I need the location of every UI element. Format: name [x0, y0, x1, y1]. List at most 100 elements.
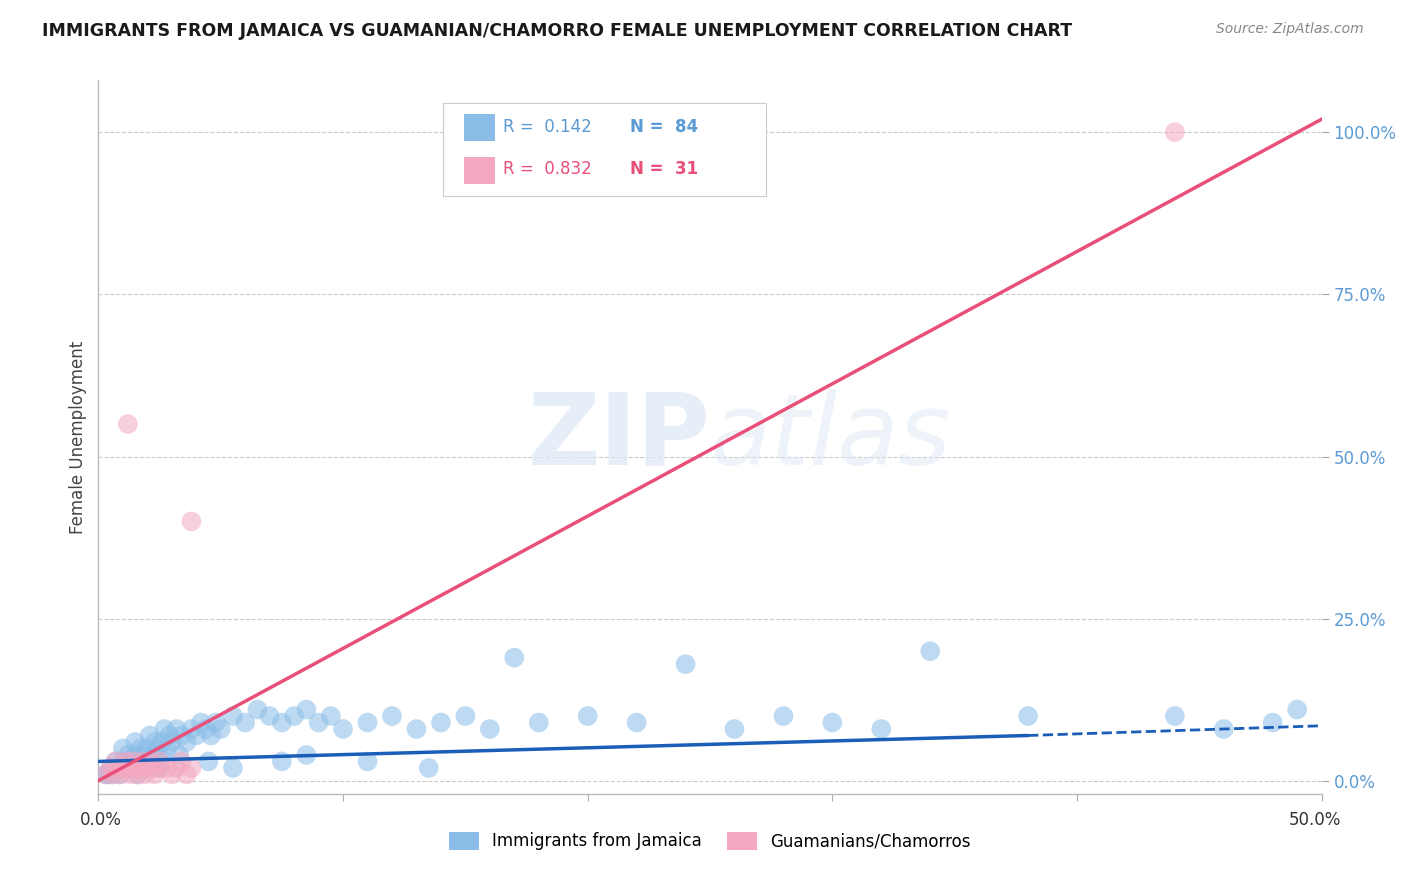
Point	[94, 767, 117, 781]
Point	[821, 715, 844, 730]
Point	[139, 755, 162, 769]
Point	[1261, 715, 1284, 730]
Point	[107, 761, 129, 775]
Point	[153, 722, 176, 736]
Point	[200, 729, 222, 743]
Point	[149, 761, 172, 775]
Point	[114, 755, 136, 769]
Point	[117, 417, 139, 431]
Point	[136, 761, 159, 775]
Point	[100, 761, 122, 775]
Point	[111, 761, 134, 775]
Point	[143, 767, 166, 781]
Point	[205, 715, 228, 730]
Point	[101, 767, 124, 781]
Point	[478, 722, 501, 736]
Point	[170, 729, 193, 743]
Point	[381, 709, 404, 723]
Point	[146, 741, 169, 756]
Point	[121, 761, 143, 775]
Point	[356, 755, 378, 769]
Point	[626, 715, 648, 730]
Point	[259, 709, 281, 723]
Point	[131, 755, 153, 769]
Text: N =  84: N = 84	[630, 118, 697, 136]
Point	[101, 767, 124, 781]
Point	[527, 715, 550, 730]
Point	[197, 755, 219, 769]
Point	[110, 767, 132, 781]
Point	[870, 722, 893, 736]
Point	[430, 715, 453, 730]
Point	[127, 767, 149, 781]
Point	[134, 767, 156, 781]
Point	[114, 761, 136, 775]
Point	[120, 761, 142, 775]
Point	[157, 729, 180, 743]
Point	[111, 755, 134, 769]
Point	[222, 761, 245, 775]
Point	[139, 729, 162, 743]
Point	[167, 747, 190, 762]
Point	[170, 755, 193, 769]
Point	[120, 767, 142, 781]
Point	[1164, 709, 1187, 723]
Point	[150, 735, 173, 749]
Point	[141, 747, 163, 762]
Point	[166, 722, 188, 736]
Point	[110, 767, 132, 781]
Text: N =  31: N = 31	[630, 161, 697, 178]
Y-axis label: Female Unemployment: Female Unemployment	[69, 341, 87, 533]
Point	[129, 761, 152, 775]
Point	[332, 722, 354, 736]
Point	[270, 755, 294, 769]
Text: Source: ZipAtlas.com: Source: ZipAtlas.com	[1216, 22, 1364, 37]
Text: R =  0.142: R = 0.142	[503, 118, 592, 136]
Point	[149, 755, 172, 769]
Point	[308, 715, 330, 730]
Point	[97, 767, 120, 781]
Point	[124, 761, 146, 775]
Point	[121, 755, 143, 769]
Text: ZIP: ZIP	[527, 389, 710, 485]
Point	[723, 722, 745, 736]
Point	[180, 515, 202, 529]
Point	[405, 722, 427, 736]
Point	[143, 735, 166, 749]
Point	[222, 709, 245, 723]
Point	[920, 644, 942, 658]
Text: R =  0.832: R = 0.832	[503, 161, 592, 178]
Point	[117, 761, 139, 775]
Point	[100, 761, 122, 775]
Point	[195, 722, 218, 736]
Point	[114, 755, 136, 769]
Point	[124, 735, 146, 749]
Point	[1212, 722, 1234, 736]
Point	[503, 650, 526, 665]
Point	[180, 761, 202, 775]
Point	[136, 741, 159, 756]
Point	[124, 747, 146, 762]
Point	[233, 715, 256, 730]
Point	[454, 709, 477, 723]
Point	[146, 761, 169, 775]
Point	[270, 715, 294, 730]
Point	[134, 755, 156, 769]
Point	[104, 755, 127, 769]
Point	[772, 709, 794, 723]
Point	[209, 722, 232, 736]
Point	[283, 709, 305, 723]
Point	[1017, 709, 1039, 723]
Point	[166, 761, 188, 775]
Text: 0.0%: 0.0%	[80, 811, 122, 829]
Point	[356, 715, 378, 730]
Text: 50.0%: 50.0%	[1288, 811, 1341, 829]
Point	[675, 657, 697, 672]
Point	[117, 747, 139, 762]
Point	[246, 702, 269, 716]
Legend: Immigrants from Jamaica, Guamanians/Chamorros: Immigrants from Jamaica, Guamanians/Cham…	[443, 825, 977, 857]
Text: atlas: atlas	[710, 389, 952, 485]
Point	[319, 709, 342, 723]
Point	[190, 715, 212, 730]
Point	[120, 755, 142, 769]
